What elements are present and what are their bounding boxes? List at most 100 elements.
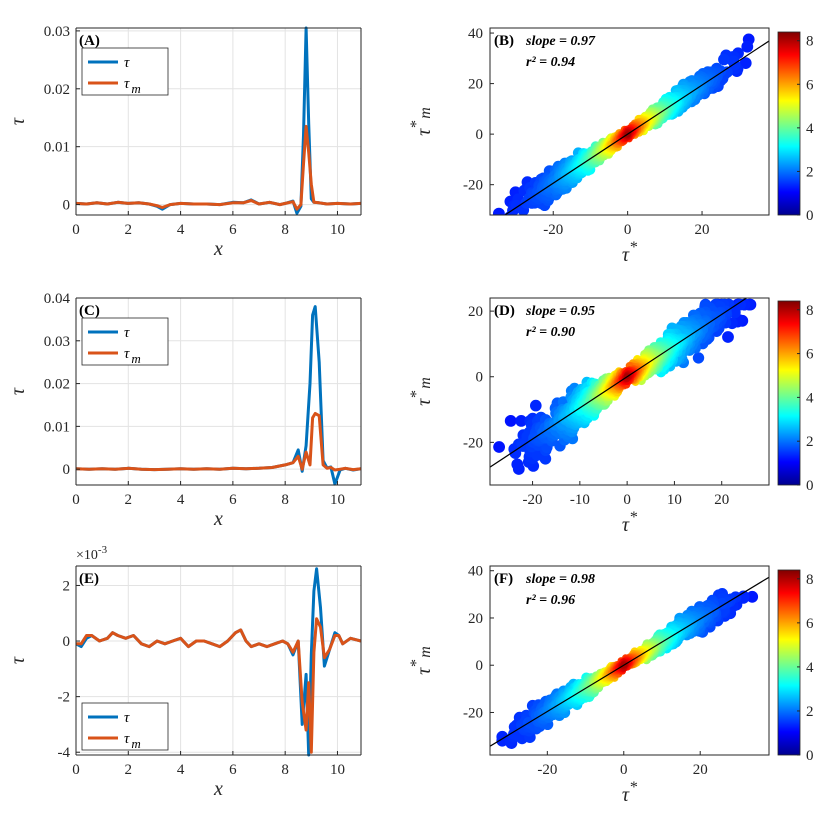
x-tick-label: -20	[543, 222, 563, 238]
fit-line	[503, 40, 769, 215]
colorbar-tick-label: 2	[806, 164, 814, 180]
y-axis-label: τ*m	[408, 107, 435, 136]
x-tick-label: 20	[693, 762, 708, 778]
panel-label: (B)	[494, 33, 514, 49]
x-tick-label: 10	[330, 222, 345, 238]
axes-frame	[489, 27, 770, 216]
x-axis-label: τ*	[622, 509, 637, 536]
series-line-tau-m	[76, 412, 361, 472]
x-tick-label: 2	[125, 222, 133, 238]
x-tick-label: 8	[281, 222, 289, 238]
y-tick-label: -2	[58, 690, 71, 706]
x-tick-label: 20	[695, 222, 710, 238]
x-tick-label: 6	[229, 222, 237, 238]
y-tick-label: 0	[476, 370, 484, 386]
colorbar-tick-label: 8	[806, 303, 814, 319]
axes-frame	[489, 565, 770, 756]
density-point	[722, 331, 734, 343]
x-axis-label: x	[213, 238, 223, 260]
y-tick-label: 0	[476, 658, 484, 674]
x-tick-label: 2	[125, 492, 133, 508]
colorbar-tick-label: 2	[806, 434, 814, 450]
x-tick-label: -20	[523, 492, 543, 508]
slope-annotation: slope = 0.95	[525, 304, 595, 319]
density-point	[530, 399, 542, 412]
panel-label: (A)	[79, 33, 100, 49]
colorbar-tick-label: 2	[806, 704, 814, 720]
x-tick-label: 0	[72, 492, 80, 508]
y-tick-label: 0.04	[44, 291, 71, 307]
legend: ττ m	[81, 702, 169, 751]
x-tick-label: 0	[72, 222, 80, 238]
y-tick-label: 0.02	[44, 82, 70, 98]
colorbar-tick-label: 0	[806, 478, 814, 494]
y-tick-label: 2	[63, 578, 71, 594]
y-axis-label: τ	[7, 387, 29, 395]
x-tick-label: 0	[620, 762, 628, 778]
density-point	[493, 441, 505, 453]
axes-frame	[489, 297, 770, 486]
panel-label: (E)	[79, 571, 99, 587]
x-tick-label: 0	[623, 492, 631, 508]
density-point	[692, 352, 705, 364]
legend: τ τ m	[81, 317, 169, 366]
colorbar-tick-label: 4	[806, 121, 814, 137]
slope-annotation: slope = 0.97	[525, 34, 596, 49]
fit-line	[490, 298, 748, 468]
density-cloud	[493, 298, 757, 475]
legend-label: τ	[124, 710, 130, 726]
x-tick-label: 2	[125, 762, 133, 778]
x-tick-label: 6	[229, 762, 237, 778]
y-tick-label: -20	[463, 178, 483, 194]
y-tick-label: 0	[63, 198, 71, 214]
r2-annotation: r² = 0.94	[526, 55, 575, 70]
x-tick-label: 0	[72, 762, 80, 778]
x-tick-label: 10	[667, 492, 682, 508]
density-point	[515, 415, 528, 427]
colorbar-tick-label: 6	[806, 77, 814, 93]
x-tick-label: -10	[570, 492, 590, 508]
y-tick-label: -20	[463, 705, 483, 721]
x-tick-label: 4	[177, 222, 185, 238]
y-tick-label: 20	[468, 304, 483, 320]
y-tick-label: 20	[468, 611, 483, 627]
density-cloud	[496, 588, 759, 749]
colorbar-tick-label: 0	[806, 208, 814, 224]
y-tick-label: 0.02	[44, 377, 70, 393]
x-tick-label: 10	[330, 762, 345, 778]
colorbar-tick-label: 6	[806, 616, 814, 632]
x-tick-label: 4	[177, 762, 185, 778]
y-tick-label: 0	[63, 634, 71, 650]
x-tick-label: 0	[624, 222, 632, 238]
r2-annotation: r² = 0.96	[526, 593, 575, 608]
x-axis-label: x	[213, 508, 223, 530]
r2-annotation: r² = 0.90	[526, 325, 575, 340]
series-line-tau-m	[76, 617, 361, 754]
density-point	[511, 458, 524, 471]
legend-label: τ	[124, 325, 130, 341]
slope-annotation: slope = 0.98	[525, 572, 595, 587]
colorbar-tick-label: 8	[806, 572, 814, 588]
colorbar-gradient	[777, 300, 801, 486]
y-tick-label: -4	[58, 745, 71, 761]
x-tick-label: 6	[229, 492, 237, 508]
y-axis-label: τ	[7, 117, 29, 125]
legend: ττ m	[81, 47, 169, 96]
panel-label: (C)	[79, 303, 100, 319]
density-point	[718, 53, 730, 66]
x-tick-label: -20	[537, 762, 557, 778]
y-axis-label: τ*m	[408, 646, 435, 675]
x-tick-label: 8	[281, 762, 289, 778]
density-point	[504, 415, 517, 427]
